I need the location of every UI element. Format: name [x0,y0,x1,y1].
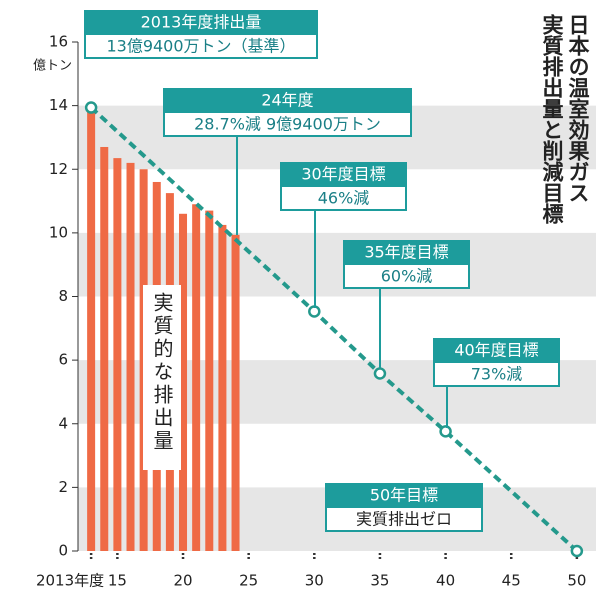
bar [192,204,201,551]
y-tick-label: 2 [58,478,68,496]
annotation-heading: 40年度目標 [454,341,538,360]
bar [205,210,214,551]
target-point [570,544,584,558]
annotation-heading: 24年度 [261,91,313,110]
annotation-body-box [84,33,318,59]
x-tick-label: 35 [370,572,389,590]
annotation-body: 60%減 [381,267,433,286]
annotation-heading-box [325,483,483,507]
annotation-body-box [325,506,483,532]
x-tick-label: 50 [567,572,586,590]
annotation-body-box [280,185,407,211]
chart-title: 実質排出量と削減目標 [540,13,564,224]
y-tick-label: 6 [58,351,68,369]
annotation-heading-box [163,88,412,112]
annotation-heading: 30年度目標 [301,165,385,184]
annotation-body: 13億9400万トン（基準） [106,37,295,56]
y-tick-label: 4 [58,414,68,432]
bar [218,224,227,551]
annotation-body-box [163,111,412,137]
annotation-heading-box [280,162,407,186]
x-tick-label: 25 [239,572,258,590]
y-tick-label: 14 [49,96,68,114]
bar-label: 実質的な排出量 [150,292,174,453]
bar [100,146,109,551]
bar [113,158,122,551]
y-tick-label: 10 [49,223,68,241]
target-point [84,101,98,114]
x-tick-label: 30 [305,572,324,590]
annotation-body: 28.7%減 9億9400万トン [194,115,381,134]
annotation-heading: 35年度目標 [364,243,448,262]
bar [87,107,96,551]
chart-title: 日本の温室効果ガス [566,14,590,203]
bar [126,162,135,551]
annotation-body-box [343,263,470,289]
x-tick-label: 15 [108,572,127,590]
x-tick-label: 20 [173,572,192,590]
bar [231,234,240,551]
annotation-body-box [433,361,560,387]
y-tick-label: 12 [49,160,68,178]
y-axis-label: 億トン [33,58,72,74]
bar [179,213,188,551]
x-tick-label: 45 [502,572,521,590]
annotation-body: 46%減 [318,189,370,208]
annotation-body: 実質排出ゼロ [356,510,452,529]
annotation-body: 73%減 [471,365,523,384]
y-tick-label: 0 [58,542,68,560]
x-tick-label: 40 [436,572,455,590]
y-tick-label: 16 [49,33,68,51]
annotation-heading-box [343,240,470,264]
bar-label-box [143,285,181,470]
annotation-heading: 2013年度排出量 [141,13,262,32]
x-tick-label: 2013年度 [36,572,104,590]
target-point [439,425,452,438]
target-point [373,367,387,380]
y-tick-label: 8 [58,287,68,305]
annotation-heading-box [433,338,560,362]
annotation-heading: 50年目標 [370,486,438,505]
annotation-heading-box [84,10,318,34]
